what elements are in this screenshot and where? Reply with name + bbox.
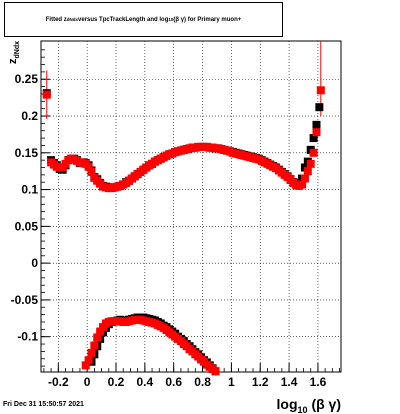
title-part-1: Fitted z (45, 16, 67, 23)
x-axis-title: log10 (β γ) (277, 396, 341, 414)
y-tick-label: 0.2 (21, 109, 38, 123)
black-data-point (309, 134, 318, 143)
x-tick-label: 0.8 (194, 375, 211, 389)
plot-border (40, 40, 342, 373)
grid-lines (41, 41, 341, 372)
red-data-point (84, 356, 93, 365)
red-data-point (84, 162, 93, 171)
chart-title: Fitted z dNdx versus TpcTrackLength and l… (4, 2, 283, 37)
y-tick-label: 0.1 (21, 183, 38, 197)
red-data-point (303, 167, 312, 176)
title-subscript-dndx: dNdx (66, 17, 79, 22)
x-tick-label: 0.4 (137, 375, 154, 389)
x-tick-label: 1.4 (281, 375, 298, 389)
red-data-point (93, 333, 102, 342)
red-data-point (312, 128, 321, 137)
x-tick-label: 1.2 (252, 375, 269, 389)
x-tick-label: 0 (84, 375, 91, 389)
y-tick-label: 0.05 (15, 219, 39, 233)
red-data-point (96, 327, 105, 336)
y-tick-label: 0.25 (15, 72, 39, 86)
y-axis-title: zdNdx (7, 41, 21, 64)
error-bars (46, 41, 322, 119)
timestamp-footer: Fri Dec 31 15:50:57 2021 (3, 401, 84, 408)
x-tick-label: 0.2 (108, 375, 125, 389)
y-tick-label: 0.15 (15, 146, 39, 160)
red-data-point (42, 90, 51, 99)
x-tick-label: 1.6 (310, 375, 327, 389)
data-series (42, 86, 325, 376)
plot-frame (40, 40, 342, 373)
red-data-point (316, 86, 325, 95)
red-data-point (309, 148, 318, 157)
title-part-2: versus TpcTrackLength and log (78, 16, 169, 23)
title-part-3: (β γ) for Primary muon+ (173, 16, 242, 23)
tick-labels: -0.2 0 0.2 0.4 0.6 0.8 1 1.2 1.4 1.6 -0.1 -0.05 0 0.0… (11, 72, 327, 389)
black-data-point (312, 120, 321, 129)
x-tick-label: -0.2 (48, 375, 69, 389)
red-data-point (298, 180, 307, 189)
red-data-point (81, 361, 90, 370)
red-data-point (87, 167, 96, 176)
y-tick-label: -0.1 (17, 330, 38, 344)
x-tick-label: 1 (228, 375, 235, 389)
x-tick-label: 0.6 (165, 375, 182, 389)
red-data-point (306, 159, 315, 168)
axis-titles: log10 (β γ) zdNdx (7, 41, 341, 414)
red-data-point (87, 348, 96, 357)
title-subscript-10: 10 (168, 17, 174, 22)
axis-ticks (41, 49, 340, 372)
black-data-point (315, 103, 324, 112)
y-tick-label: 0 (31, 256, 38, 270)
y-tick-label: -0.05 (11, 293, 39, 307)
red-data-point (300, 174, 309, 183)
red-data-point (211, 367, 220, 376)
red-data-point (90, 341, 99, 350)
